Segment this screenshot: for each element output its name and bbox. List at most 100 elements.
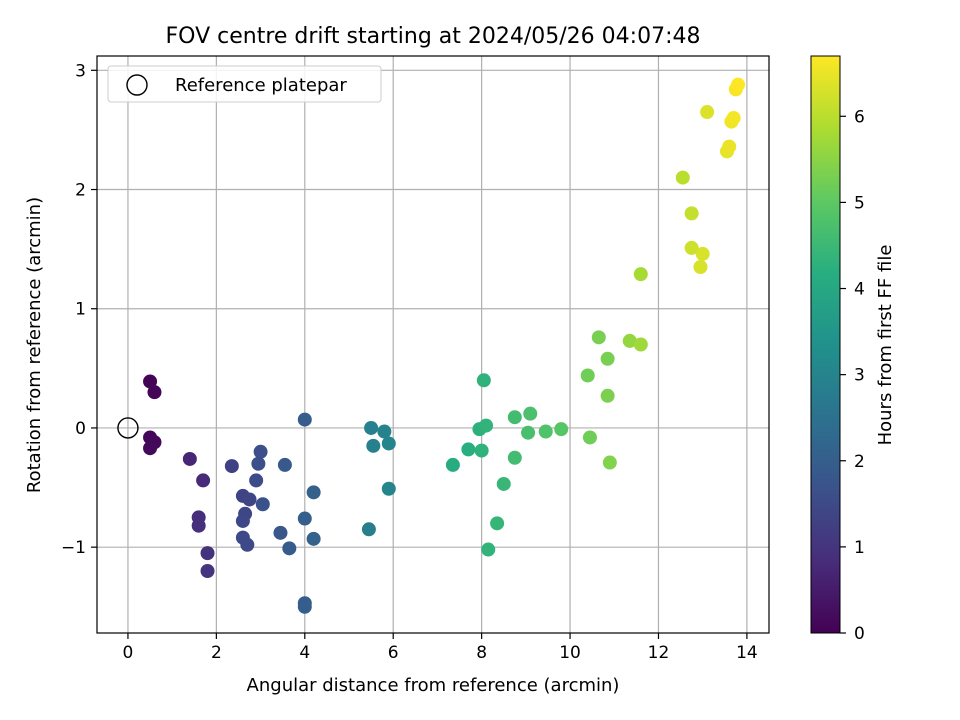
x-tick-label: 14	[736, 643, 758, 663]
reference-marker-layer	[117, 417, 139, 439]
colorbar: 0 1 2 3 4 5 6 Hours from first FF file	[810, 55, 896, 644]
legend-box	[107, 65, 382, 103]
x-tick-label: 10	[559, 643, 581, 663]
data-point	[693, 260, 708, 275]
colorbar-tick-label: 2	[854, 452, 865, 472]
data-point	[600, 351, 615, 366]
data-point	[377, 424, 392, 439]
data-point	[684, 206, 699, 221]
data-point	[507, 450, 522, 465]
data-point	[306, 531, 321, 546]
data-point	[538, 424, 553, 439]
data-point	[273, 525, 288, 540]
colorbar-label: Hours from first FF file	[875, 245, 896, 446]
chart-title: FOV centre drift starting at 2024/05/26 …	[166, 24, 701, 49]
colorbar-tick-label: 4	[854, 280, 865, 300]
data-point	[200, 546, 215, 561]
x-tick-label: 6	[388, 643, 399, 663]
legend-reference-marker	[126, 74, 148, 96]
grid-lines	[97, 56, 769, 633]
data-point	[521, 425, 536, 440]
data-point	[297, 412, 312, 427]
colorbar-tick-label: 3	[854, 366, 865, 386]
data-point	[675, 170, 690, 185]
data-point	[476, 373, 491, 388]
colorbar-tick-label: 5	[854, 193, 865, 213]
data-point	[695, 246, 710, 261]
data-point	[554, 422, 569, 437]
data-point	[507, 410, 522, 425]
data-point	[481, 542, 496, 557]
data-point	[182, 451, 197, 466]
y-tick-label: 3	[75, 61, 86, 81]
data-point	[277, 457, 292, 472]
colorbar-tick-label: 0	[854, 624, 865, 644]
data-point	[147, 385, 162, 400]
x-axis-label: Angular distance from reference (arcmin)	[247, 675, 620, 696]
y-axis-label: Rotation from reference (arcmin)	[24, 197, 45, 493]
data-point	[479, 418, 494, 433]
data-point	[461, 442, 476, 457]
data-point	[722, 139, 737, 154]
y-tick-label: −1	[61, 538, 86, 558]
data-point	[602, 455, 617, 470]
data-point	[143, 441, 158, 456]
data-point	[249, 473, 264, 488]
data-point	[726, 110, 741, 125]
data-point	[200, 564, 215, 579]
data-point	[251, 456, 266, 471]
data-point	[381, 436, 396, 451]
data-point	[306, 485, 321, 500]
data-point	[361, 522, 376, 537]
scatter-points	[143, 77, 746, 614]
data-point	[366, 438, 381, 453]
legend-label: Reference platepar	[175, 75, 347, 96]
y-axis-ticks: −1 0 1 2 3	[61, 61, 97, 558]
data-point	[731, 77, 746, 92]
data-point	[684, 240, 699, 255]
data-point	[445, 457, 460, 472]
colorbar-tick-label: 1	[854, 538, 865, 558]
data-point	[297, 511, 312, 526]
data-point	[255, 497, 270, 512]
data-point	[474, 443, 489, 458]
colorbar-ticks: 0 1 2 3 4 5 6	[840, 107, 865, 644]
data-point	[633, 337, 648, 352]
data-point	[242, 492, 257, 507]
data-point	[364, 420, 379, 435]
data-point	[580, 368, 595, 383]
plot-frame	[96, 55, 770, 634]
x-axis-ticks: 0 2 4 6 8 10 12 14	[123, 633, 758, 663]
data-point	[600, 388, 615, 403]
colorbar-tick-label: 6	[854, 107, 865, 127]
x-tick-label: 2	[211, 643, 222, 663]
data-point	[191, 518, 206, 533]
data-point	[143, 374, 158, 389]
data-point	[282, 541, 297, 556]
reference-platepar-marker	[117, 417, 139, 439]
x-tick-label: 8	[476, 643, 487, 663]
x-tick-label: 0	[123, 643, 134, 663]
legend: Reference platepar	[107, 65, 382, 103]
data-point	[622, 333, 637, 348]
data-point	[240, 537, 255, 552]
data-point	[523, 406, 538, 421]
y-tick-label: 2	[75, 181, 86, 201]
data-point	[297, 599, 312, 614]
data-point	[582, 430, 597, 445]
data-point	[700, 105, 715, 120]
y-tick-label: 0	[75, 419, 86, 439]
data-point	[224, 459, 239, 474]
data-point	[253, 444, 268, 459]
data-point	[235, 513, 250, 528]
y-tick-label: 1	[75, 300, 86, 320]
data-point	[490, 516, 505, 531]
data-point	[591, 330, 606, 345]
data-point	[496, 476, 511, 491]
data-point	[633, 267, 648, 282]
data-point	[381, 481, 396, 496]
colorbar-gradient	[810, 55, 841, 634]
data-point	[196, 473, 211, 488]
x-tick-label: 12	[648, 643, 670, 663]
